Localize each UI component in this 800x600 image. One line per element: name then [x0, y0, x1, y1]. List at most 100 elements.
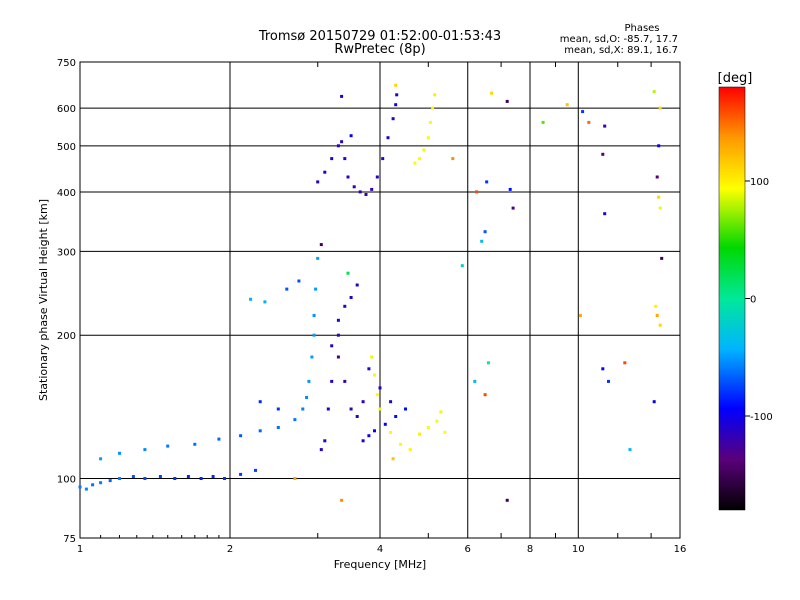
data-point — [460, 264, 464, 268]
data-point — [485, 180, 489, 184]
y-axis-label: Stationary phase Virtual Height [km] — [37, 199, 50, 401]
data-point — [658, 206, 662, 210]
data-point — [386, 136, 390, 140]
data-point — [422, 148, 426, 152]
data-point — [373, 429, 376, 433]
data-point — [258, 400, 262, 404]
data-point — [326, 407, 330, 411]
colorbar-ticks: 100 0 -100 — [745, 177, 773, 423]
data-point — [657, 144, 661, 148]
data-point — [657, 195, 661, 199]
data-point — [293, 477, 297, 480]
data-point — [433, 93, 437, 97]
data-point — [443, 430, 447, 434]
data-point — [389, 400, 393, 404]
data-point — [330, 157, 334, 161]
data-point — [394, 415, 398, 418]
x-tick-label: 10 — [572, 544, 585, 555]
data-point — [358, 190, 362, 194]
data-point — [108, 479, 112, 483]
data-point — [336, 355, 340, 359]
data-point — [655, 314, 659, 317]
colorbar-label: [deg] — [718, 71, 753, 86]
data-point — [131, 475, 135, 478]
data-point — [166, 444, 170, 448]
phase-stats-x: mean, sd,X: 89.1, 16.7 — [564, 45, 678, 56]
chart-title: Tromsø 20150729 01:52:00-01:53:43 — [258, 29, 501, 44]
data-point — [361, 400, 365, 404]
data-point — [375, 175, 379, 179]
data-point — [186, 475, 190, 478]
data-point — [508, 187, 512, 191]
data-point — [343, 304, 347, 308]
data-point — [375, 393, 379, 397]
data-point — [486, 361, 490, 365]
colorbar-tick-label: 0 — [750, 295, 756, 306]
colorbar-tick-label: 100 — [750, 177, 769, 188]
data-point — [565, 103, 569, 107]
data-point — [654, 304, 658, 308]
data-point — [373, 373, 376, 377]
x-tick-label: 6 — [465, 544, 471, 555]
data-point — [276, 407, 280, 411]
data-point — [301, 407, 305, 411]
data-point — [435, 419, 439, 423]
data-point — [418, 157, 421, 161]
data-point — [78, 485, 82, 489]
colorbar-gradient — [718, 86, 746, 511]
data-point — [505, 99, 509, 103]
data-point — [370, 187, 374, 191]
data-point — [314, 287, 318, 291]
data-point — [391, 117, 395, 121]
data-point — [118, 451, 121, 455]
data-point — [352, 185, 356, 189]
data-point — [99, 457, 103, 461]
data-point — [223, 477, 226, 480]
x-tick-label: 8 — [527, 544, 533, 555]
data-point — [99, 481, 103, 485]
data-point — [305, 396, 309, 399]
grid-lines — [80, 62, 680, 538]
data-point — [193, 442, 197, 446]
data-point — [349, 296, 353, 299]
data-point — [312, 314, 316, 317]
data-point — [389, 430, 393, 434]
data-point — [383, 422, 387, 426]
data-point — [343, 157, 347, 161]
data-point — [381, 157, 385, 161]
data-point — [370, 355, 374, 359]
data-point — [426, 426, 430, 429]
y-tick-label: 750 — [57, 58, 76, 69]
y-tick-label: 75 — [63, 534, 76, 545]
data-point — [258, 429, 262, 433]
data-points — [78, 83, 664, 502]
data-point — [118, 477, 121, 480]
data-point — [91, 483, 95, 487]
data-point — [367, 367, 371, 371]
data-point — [355, 415, 359, 418]
data-point — [399, 442, 403, 446]
data-point — [652, 90, 656, 94]
data-point — [603, 212, 607, 216]
data-point — [211, 475, 215, 478]
data-point — [587, 120, 591, 124]
data-point — [652, 400, 656, 404]
x-tick-label: 4 — [377, 544, 383, 555]
data-point — [340, 140, 344, 144]
data-point — [395, 93, 399, 97]
data-point — [413, 161, 417, 165]
data-point — [297, 279, 301, 283]
phase-stats-o: mean, sd,O: -85.7, 17.7 — [560, 34, 678, 45]
y-tick-label: 300 — [57, 247, 76, 258]
data-point — [603, 124, 607, 128]
data-point — [239, 434, 243, 438]
data-point — [340, 498, 344, 502]
data-point — [263, 300, 267, 304]
data-point — [408, 448, 412, 452]
x-axis-label: Frequency [MHz] — [334, 558, 426, 571]
data-point — [316, 256, 320, 260]
data-point — [143, 477, 147, 480]
data-point — [319, 243, 323, 247]
data-point — [475, 190, 479, 194]
y-tick-label: 100 — [57, 475, 76, 486]
